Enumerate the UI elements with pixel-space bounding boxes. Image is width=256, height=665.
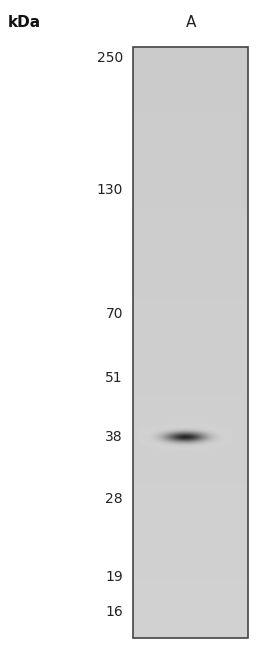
Bar	[133, 594, 248, 601]
Text: 38: 38	[105, 430, 123, 444]
Bar	[133, 475, 248, 483]
Bar	[133, 276, 248, 283]
Bar	[133, 416, 248, 424]
Bar	[133, 158, 248, 165]
Bar	[133, 557, 248, 565]
Bar	[133, 394, 248, 402]
Bar	[133, 350, 248, 357]
Text: 19: 19	[105, 570, 123, 584]
Bar	[133, 409, 248, 416]
Bar	[133, 446, 248, 454]
Bar	[133, 527, 248, 535]
Bar	[133, 535, 248, 542]
Bar	[133, 261, 248, 269]
Bar	[133, 254, 248, 261]
Bar	[133, 601, 248, 609]
Bar	[133, 187, 248, 194]
Bar	[133, 335, 248, 342]
Bar	[133, 328, 248, 335]
Bar	[133, 246, 248, 253]
Bar	[133, 54, 248, 61]
Bar	[133, 165, 248, 172]
Bar	[133, 542, 248, 549]
Bar	[133, 380, 248, 387]
Bar	[133, 172, 248, 180]
Bar	[133, 68, 248, 76]
Bar	[133, 624, 248, 631]
Bar	[133, 565, 248, 572]
Bar	[133, 283, 248, 291]
Bar	[133, 498, 248, 505]
Bar	[133, 402, 248, 409]
Bar	[133, 239, 248, 246]
Bar	[133, 106, 248, 113]
Bar	[133, 202, 248, 209]
Bar	[133, 313, 248, 321]
Bar	[133, 298, 248, 305]
Bar	[133, 194, 248, 202]
Bar	[133, 321, 248, 328]
Text: 250: 250	[97, 51, 123, 65]
Bar	[133, 616, 248, 624]
Bar	[133, 364, 248, 372]
Bar	[133, 76, 248, 84]
Bar	[133, 209, 248, 217]
Bar	[133, 587, 248, 594]
Bar	[133, 342, 248, 350]
Bar	[133, 269, 248, 276]
Text: 130: 130	[97, 183, 123, 197]
Bar	[133, 549, 248, 557]
Text: 70: 70	[105, 307, 123, 321]
Bar	[133, 424, 248, 432]
Text: 28: 28	[105, 492, 123, 506]
Bar	[133, 150, 248, 158]
Bar	[133, 491, 248, 498]
Bar	[133, 224, 248, 231]
Text: 51: 51	[105, 371, 123, 385]
Bar	[133, 579, 248, 587]
Bar	[133, 387, 248, 394]
Bar	[133, 513, 248, 520]
Bar	[133, 372, 248, 380]
Bar	[133, 505, 248, 513]
Bar	[133, 217, 248, 224]
Text: kDa: kDa	[8, 15, 41, 30]
Bar	[133, 143, 248, 150]
Bar	[133, 98, 248, 106]
Bar	[133, 357, 248, 364]
Bar	[133, 439, 248, 446]
Bar	[133, 631, 248, 638]
Bar	[133, 91, 248, 98]
Bar	[133, 84, 248, 91]
Bar	[133, 47, 248, 54]
Bar	[133, 180, 248, 187]
Bar	[133, 128, 248, 135]
Bar	[133, 461, 248, 468]
Bar	[133, 231, 248, 239]
Bar	[133, 431, 248, 439]
Bar	[133, 468, 248, 475]
Text: 16: 16	[105, 604, 123, 618]
Bar	[133, 120, 248, 128]
Bar	[133, 113, 248, 120]
Bar	[133, 454, 248, 461]
Bar	[133, 61, 248, 68]
Bar	[133, 609, 248, 616]
Bar	[133, 520, 248, 527]
Bar	[133, 135, 248, 143]
Bar	[133, 47, 248, 638]
Bar	[133, 305, 248, 313]
Bar	[133, 572, 248, 579]
Text: A: A	[186, 15, 196, 30]
Bar	[133, 291, 248, 298]
Bar	[133, 483, 248, 491]
